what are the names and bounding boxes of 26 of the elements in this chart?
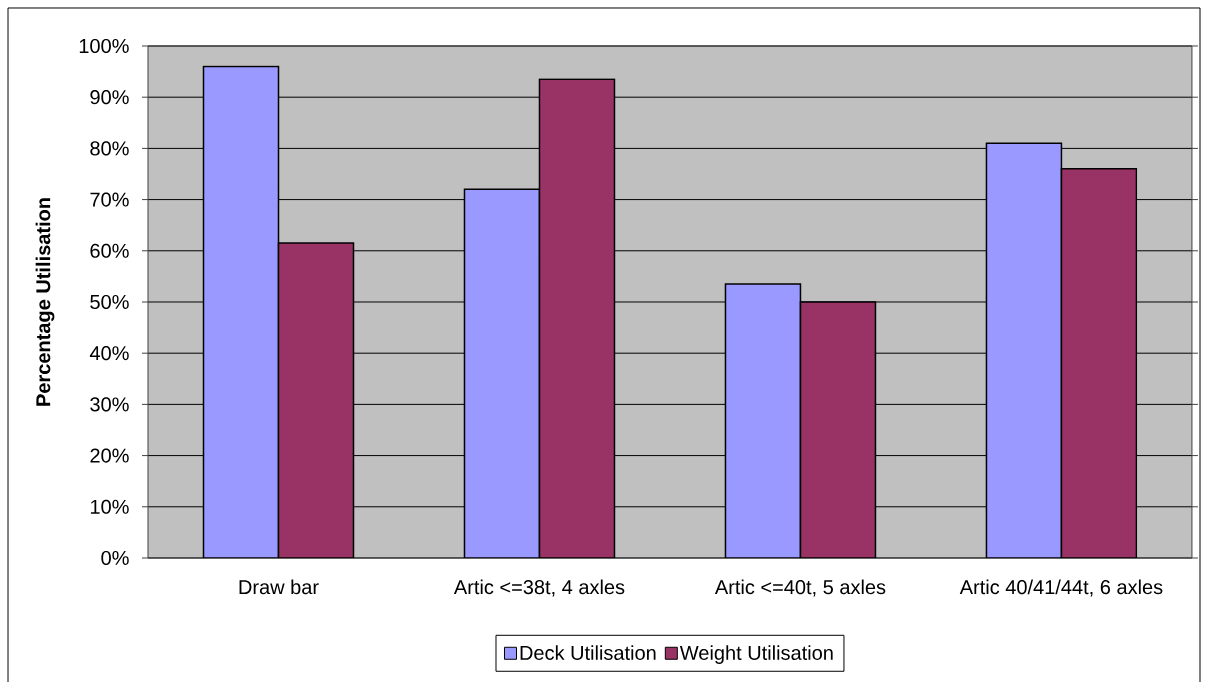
bar xyxy=(724,283,802,558)
bar xyxy=(277,242,355,558)
bar xyxy=(463,188,541,558)
y-tick-label: 90% xyxy=(90,90,129,105)
y-tick-label: 60% xyxy=(90,243,129,258)
bar xyxy=(538,78,616,558)
y-tick-label: 10% xyxy=(90,499,129,514)
bar xyxy=(1060,168,1138,558)
x-tick-label: Artic 40/41/44t, 6 axles xyxy=(959,579,1163,597)
y-tick-label: 80% xyxy=(90,141,129,156)
bar xyxy=(202,65,280,558)
legend-label: Deck Utilisation xyxy=(520,645,656,660)
legend-label: Weight Utilisation xyxy=(679,645,833,664)
y-tick-label: 100% xyxy=(79,38,129,54)
y-tick-label: 0% xyxy=(101,550,129,566)
x-tick-label: Draw bar xyxy=(239,579,319,595)
x-tick-label: Artic <=38t, 4 axles xyxy=(453,579,625,597)
y-tick-label: 20% xyxy=(90,448,129,463)
y-tick-label: 40% xyxy=(89,346,129,361)
x-tick-label: Artic <=40t, 5 axles xyxy=(714,579,886,597)
y-tick-label: 30% xyxy=(90,397,129,412)
bar xyxy=(985,142,1063,558)
y-axis-title: Percentage Utilisation xyxy=(35,198,55,406)
y-tick-label: 50% xyxy=(90,294,129,310)
y-tick-label: 70% xyxy=(90,192,129,207)
bar xyxy=(799,301,877,558)
